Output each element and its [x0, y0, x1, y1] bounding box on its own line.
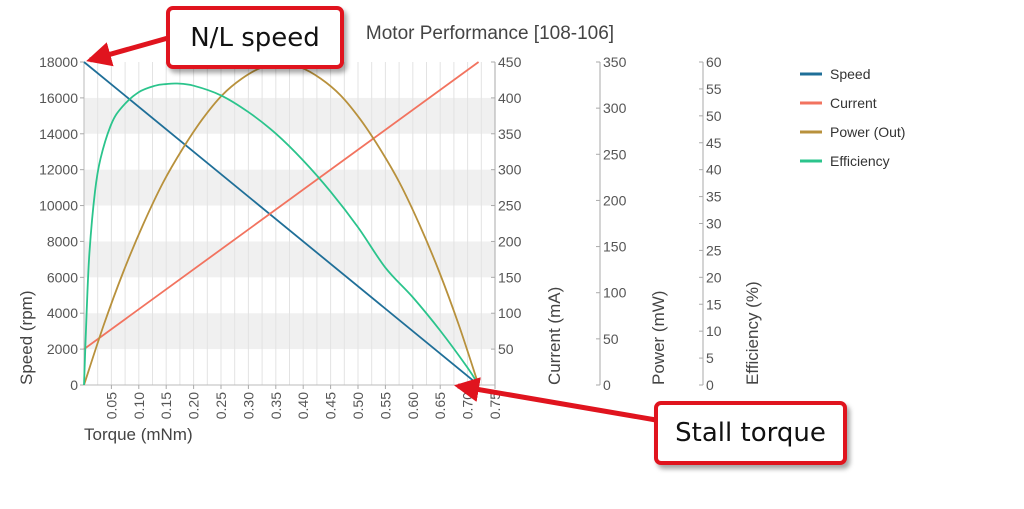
y-tick-label: 0 [603, 377, 611, 393]
y-tick-label: 18000 [39, 54, 78, 70]
nl-speed-callout: N/L speed [166, 6, 344, 69]
speed-axis-label: Speed (rpm) [17, 291, 36, 385]
y-tick-label: 50 [498, 341, 514, 357]
x-tick-label: 0.50 [350, 392, 366, 419]
y-tick-label: 10 [706, 323, 722, 339]
series-speed-line [83, 61, 480, 386]
stall-torque-label: Stall torque [675, 418, 826, 448]
x-tick-label: 0.60 [405, 392, 421, 419]
series-lines [83, 61, 480, 386]
y-tick-label: 6000 [47, 269, 78, 285]
nl-speed-arrow [86, 35, 169, 67]
y-tick-label: 4000 [47, 305, 78, 321]
y-tick-label: 12000 [39, 162, 78, 178]
x-axis-label: Torque (mNm) [84, 425, 193, 444]
efficiency-axis-label: Efficiency (%) [743, 281, 762, 385]
y-tick-label: 45 [706, 135, 722, 151]
y-tick-label: 250 [498, 198, 522, 214]
axes: 0200040006000800010000120001400016000180… [17, 54, 762, 393]
power-axis-label: Power (mW) [649, 291, 668, 385]
x-tick-label: 0.40 [295, 392, 311, 419]
legend-label: Power (Out) [830, 124, 905, 140]
y-tick-label: 16000 [39, 90, 78, 106]
y-tick-label: 350 [603, 54, 627, 70]
legend-label: Current [830, 95, 877, 111]
y-tick-label: 150 [603, 239, 627, 255]
x-tick-labels: 0.05 0.10 0.15 0.20 0.25 0.30 0.35 0.40 0.45 0.50… [103, 385, 503, 419]
x-tick-label: 0.10 [131, 392, 147, 419]
legend-label: Efficiency [830, 153, 890, 169]
y-tick-label: 35 [706, 189, 722, 205]
x-tick-label: 0.30 [240, 392, 256, 419]
nl-speed-label: N/L speed [190, 22, 320, 53]
y-tick-label: 25 [706, 242, 722, 258]
y-tick-label: 10000 [39, 198, 78, 214]
y-tick-label: 60 [706, 54, 722, 70]
stall-torque-callout: Stall torque [654, 401, 847, 465]
y-tick-label: 8000 [47, 233, 78, 249]
x-tick-label: 0.65 [432, 392, 448, 419]
y-tick-label: 200 [498, 233, 522, 249]
x-tick-label: 0.45 [323, 392, 339, 419]
y-tick-label: 350 [498, 126, 522, 142]
x-tick-label: 0.75 [487, 392, 503, 419]
y-tick-label: 40 [706, 162, 722, 178]
y-tick-label: 14000 [39, 126, 78, 142]
y-tick-label: 400 [498, 90, 522, 106]
chart-title: Motor Performance [108-106] [366, 23, 614, 44]
y-tick-label: 55 [706, 81, 722, 97]
y-tick-label: 300 [603, 100, 627, 116]
series-efficiency-line [83, 82, 480, 386]
legend-label: Speed [830, 66, 870, 82]
y-tick-label: 5 [706, 350, 714, 366]
annotation-arrows [86, 35, 657, 423]
y-tick-label: 450 [498, 54, 522, 70]
x-tick-label: 0.20 [186, 392, 202, 419]
stall-torque-arrow [454, 377, 657, 423]
y-tick-label: 300 [498, 162, 522, 178]
y-tick-label: 0 [706, 377, 714, 393]
y-tick-label: 50 [603, 331, 619, 347]
y-tick-label: 50 [706, 108, 722, 124]
y-tick-label: 15 [706, 296, 722, 312]
x-tick-label: 0.25 [213, 392, 229, 419]
y-tick-label: 100 [603, 285, 627, 301]
x-tick-label: 0.70 [460, 392, 476, 419]
x-tick-label: 0.15 [158, 392, 174, 419]
y-tick-label: 2000 [47, 341, 78, 357]
y-tick-label: 0 [70, 377, 78, 393]
current-axis-label: Current (mA) [545, 287, 564, 385]
series-current-line [83, 61, 480, 350]
y-tick-label: 250 [603, 146, 627, 162]
x-tick-label: 0.35 [268, 392, 284, 419]
y-tick-label: 150 [498, 269, 522, 285]
x-tick-label: 0.05 [103, 392, 119, 419]
y-tick-label: 30 [706, 216, 722, 232]
legend: Speed Current Power (Out) Efficiency [800, 66, 905, 169]
y-tick-label: 100 [498, 305, 522, 321]
y-tick-label: 20 [706, 269, 722, 285]
x-tick-label: 0.55 [377, 392, 393, 419]
y-tick-label: 200 [603, 192, 627, 208]
